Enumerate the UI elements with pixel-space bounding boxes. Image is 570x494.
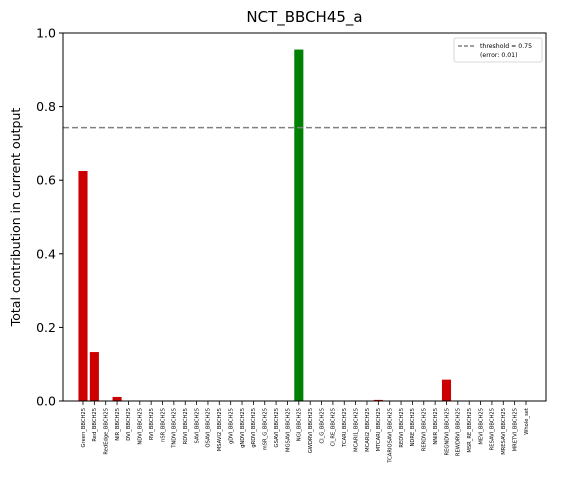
y-tick-label: 0.2 — [36, 320, 56, 335]
x-tick-label: CI_G_BBCH25 — [319, 408, 325, 444]
legend-threshold-label: threshold = 0.75 — [480, 43, 532, 50]
x-tick-label: MRETVI_BBCH25 — [512, 408, 518, 451]
y-axis-ticks: 0.0 0.2 0.4 0.6 0.8 1.0 — [36, 26, 63, 409]
x-tick-label: CI_RE_BBCH25 — [331, 408, 337, 446]
x-tick-label: RESAVI_BBCH25 — [490, 408, 496, 450]
y-tick-label: 0.4 — [36, 246, 56, 261]
x-tick-label: MTCARI_BBCH25 — [376, 408, 382, 451]
legend-threshold-error: (error: 0.01) — [480, 52, 518, 59]
x-tick-label: MSAVI2_BBCH25 — [217, 408, 223, 451]
x-tick-label: NDRE_BBCH25 — [410, 408, 416, 447]
x-tick-label: TNDVI_BBCH25 — [172, 408, 178, 449]
x-tick-label: MRESAVI_BBCH25 — [501, 408, 507, 455]
x-tick-label: MEVI_BBCH25 — [478, 408, 484, 445]
x-tick-label: mSR_G_BBCH25 — [263, 408, 269, 450]
x-tick-label: MCARI2_BBCH25 — [365, 408, 371, 452]
y-tick-label: 0.8 — [36, 99, 56, 114]
y-axis-label: Total contribution in current output — [8, 108, 23, 328]
x-tick-label: gRDVI_BBCH25 — [251, 408, 257, 448]
bar-nir-bbch25 — [112, 396, 122, 401]
x-tick-label: nSR_BBCH25 — [160, 408, 166, 442]
x-tick-label: RERDVI_BBCH25 — [422, 408, 428, 451]
bar-mtcari-bbch25 — [373, 399, 383, 401]
x-tick-label: RedEdge_BBCH25 — [104, 408, 110, 455]
chart-title: NCT_BBCH45_a — [246, 8, 362, 27]
x-tick-label: GSAVI_BBCH25 — [274, 408, 280, 447]
x-tick-label: MGSAVI_BBCH25 — [285, 408, 291, 452]
x-axis-ticks: Green_BBCH25 Red_BBCH25 RedEdge_BBCH25 NIR_… — [81, 401, 530, 464]
x-tick-label: REDVI_BBCH25 — [399, 408, 405, 448]
y-tick-label: 1.0 — [36, 26, 56, 41]
bar-regndvi-bbch25 — [441, 379, 452, 401]
x-tick-label: REWDRVI_BBCH25 — [456, 408, 462, 456]
x-tick-label: REGNDVI_BBCH25 — [444, 408, 450, 456]
x-tick-label: SAVI_BBCH25 — [194, 408, 200, 443]
bar-red-bbch25 — [89, 352, 99, 401]
x-tick-label: TCARIOSAVI_BBCH25 — [387, 408, 393, 464]
x-tick-label: NNIR_BBCH25 — [433, 408, 439, 445]
x-tick-label: gNDVI_BBCH25 — [240, 408, 246, 448]
bar-ngi-bbch25 — [294, 49, 304, 402]
x-tick-label: RVI_BBCH25 — [149, 408, 155, 440]
legend: threshold = 0.75 (error: 0.01) — [453, 37, 543, 63]
x-tick-label: RDVI_BBCH25 — [183, 408, 189, 444]
x-tick-label: OSAVI_BBCH25 — [206, 408, 212, 448]
x-tick-label: TCARI_BBCH25 — [342, 408, 348, 448]
x-tick-label: MCARI1_BBCH25 — [353, 408, 359, 452]
x-tick-label: MSR_RE_BBCH25 — [467, 408, 473, 453]
x-tick-label: GWDRVI_BBCH25 — [308, 408, 314, 453]
legend-box — [453, 37, 543, 63]
x-tick-label: Red_BBCH25 — [92, 408, 98, 442]
plot-frame — [62, 32, 547, 402]
y-tick-label: 0.0 — [36, 394, 56, 409]
bars — [78, 49, 452, 402]
x-tick-label: Whole_set — [524, 408, 530, 435]
x-tick-label: NDVI_BBCH25 — [138, 408, 144, 445]
x-tick-label: DVI_BBCH25 — [126, 408, 132, 441]
y-tick-label: 0.6 — [36, 173, 56, 188]
x-tick-label: NIR_BBCH25 — [115, 408, 121, 441]
x-tick-label: gDVI_BBCH25 — [228, 408, 234, 444]
x-tick-label: Green_BBCH25 — [81, 408, 87, 447]
x-tick-label: NGI_BBCH25 — [297, 408, 303, 441]
bar-green-bbch25 — [78, 171, 88, 401]
